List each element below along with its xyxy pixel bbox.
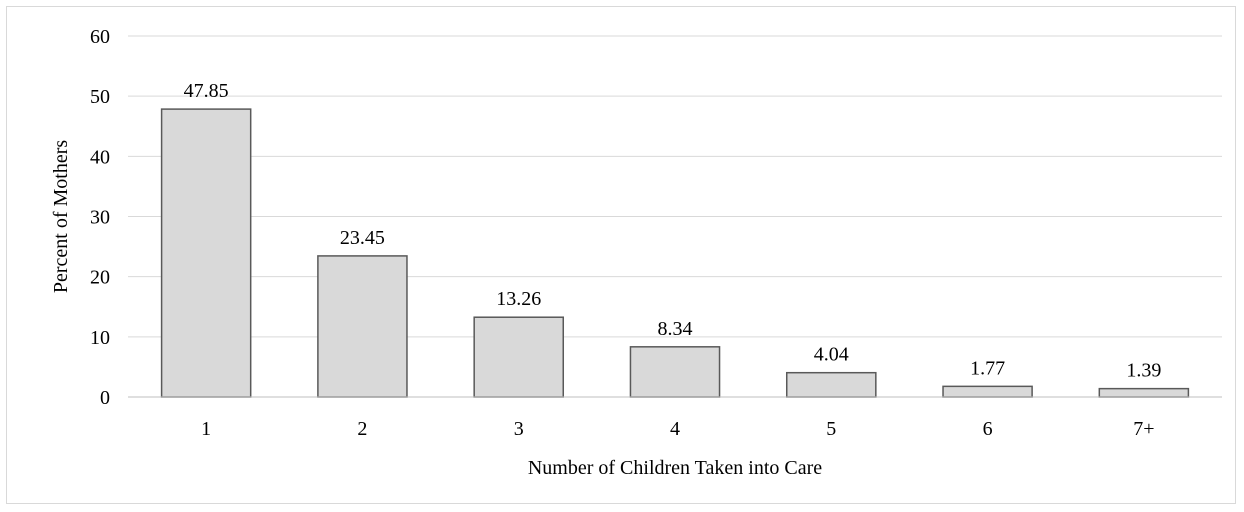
y-axis-ticks: 0 10 20 30 40 50 60 <box>90 26 110 409</box>
x-tick-label: 5 <box>826 418 836 440</box>
y-tick-label: 40 <box>90 146 110 168</box>
y-tick-label: 30 <box>90 207 110 229</box>
x-tick-label: 4 <box>670 418 680 440</box>
data-label: 23.45 <box>340 227 385 249</box>
bar <box>785 371 877 398</box>
data-label: 4.04 <box>814 344 849 366</box>
bars <box>160 108 1190 398</box>
x-axis-ticks: 1 2 3 4 5 6 7+ <box>201 418 1154 440</box>
data-label: 47.85 <box>184 80 229 102</box>
data-label: 1.39 <box>1126 360 1161 382</box>
bar <box>1098 387 1190 398</box>
data-label: 13.26 <box>496 288 541 310</box>
x-tick-label: 6 <box>983 418 993 440</box>
y-tick-label: 10 <box>90 327 110 349</box>
data-label: 1.77 <box>970 357 1005 379</box>
bar <box>942 385 1033 398</box>
data-labels: 47.85 23.45 13.26 8.34 4.04 1.77 1.39 <box>184 80 1162 382</box>
x-tick-label: 3 <box>514 418 524 440</box>
x-tick-label: 2 <box>357 418 367 440</box>
gridlines <box>128 35 1222 338</box>
y-axis-title: Percent of Mothers <box>50 140 72 294</box>
x-tick-label: 7+ <box>1133 418 1154 440</box>
y-tick-label: 20 <box>90 267 110 289</box>
bar <box>160 108 252 398</box>
y-tick-label: 50 <box>90 86 110 108</box>
y-tick-label: 0 <box>100 387 110 409</box>
x-tick-label: 1 <box>201 418 211 440</box>
bar <box>317 255 408 398</box>
bar <box>473 316 565 398</box>
data-label: 8.34 <box>658 318 693 340</box>
y-tick-label: 60 <box>90 26 110 48</box>
x-axis-title: Number of Children Taken into Care <box>528 457 822 479</box>
bar <box>629 346 721 398</box>
